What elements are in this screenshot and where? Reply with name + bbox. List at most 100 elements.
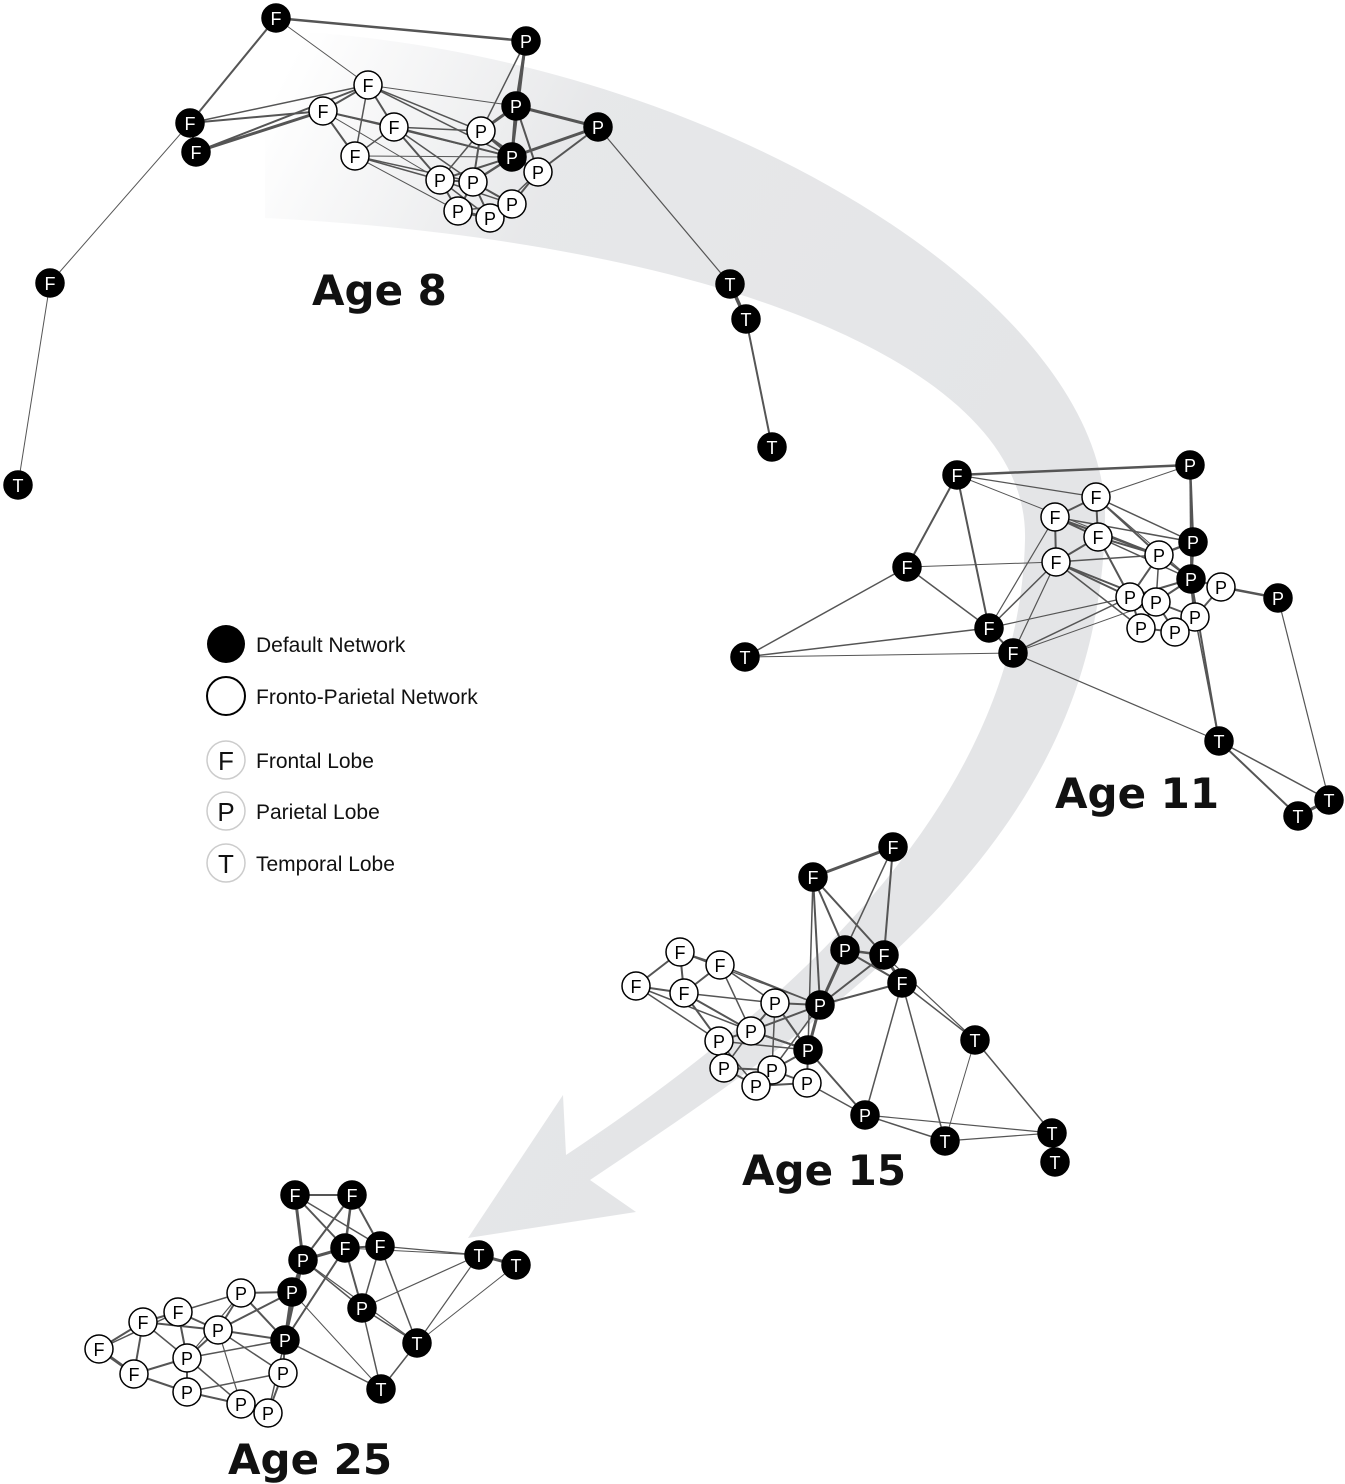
age-25-edge	[379, 1245, 418, 1344]
node-letter: P	[235, 1395, 247, 1415]
age-8-node-default-p: P	[583, 112, 613, 142]
age-11-edge	[1055, 554, 1160, 563]
node-circle	[425, 165, 455, 195]
node-letter: F	[675, 943, 686, 963]
node-circle	[757, 432, 787, 462]
age-11-edge	[956, 463, 1191, 477]
node-letter: F	[879, 946, 890, 966]
node-letter: P	[802, 1041, 814, 1061]
age-8-edge	[189, 17, 277, 124]
node-letter: P	[262, 1404, 274, 1424]
node-circle	[583, 112, 613, 142]
node-circle	[458, 167, 488, 197]
node-letter: P	[506, 148, 518, 168]
node-letter: P	[1272, 589, 1284, 609]
node-circle	[365, 1231, 395, 1261]
age-8-node-default-p: P	[497, 142, 527, 172]
age-11-edge	[1194, 616, 1220, 742]
node-circle	[172, 1343, 202, 1373]
age-11-node-fronto-parietal-p: P	[1160, 617, 1190, 647]
node-letter: F	[271, 9, 282, 29]
node-letter: P	[434, 171, 446, 191]
node-letter: P	[520, 32, 532, 52]
node-letter: P	[484, 209, 496, 229]
node-letter: P	[212, 1321, 224, 1341]
age-25-label: Age 25	[228, 1435, 392, 1484]
age-8-edge	[597, 126, 731, 285]
age-11-edge	[744, 566, 908, 658]
node-letter: T	[740, 648, 751, 668]
node-letter: F	[173, 1303, 184, 1323]
node-circle	[270, 1325, 300, 1355]
node-circle	[1160, 617, 1190, 647]
node-circle	[501, 1250, 531, 1280]
node-circle	[1040, 1147, 1070, 1177]
age-8-edge	[49, 122, 191, 284]
node-circle	[887, 968, 917, 998]
age-15-edge	[974, 1039, 1053, 1134]
age-15-edge	[718, 1040, 809, 1051]
node-letter: T	[511, 1256, 522, 1276]
node-letter: P	[286, 1283, 298, 1303]
legend-frontal-swatch	[206, 740, 246, 780]
age-25-node-default-t: T	[366, 1374, 396, 1404]
age-11-edge	[1012, 596, 1131, 654]
age-11-edge	[1012, 652, 1220, 742]
node-circle	[203, 1315, 233, 1345]
age-15-node-default-p: P	[793, 1035, 823, 1065]
node-letter: P	[801, 1074, 813, 1094]
node-letter: P	[814, 996, 826, 1016]
node-circle	[1040, 502, 1070, 532]
age-11-edge	[744, 627, 990, 658]
age-11-node-fronto-parietal-p: P	[1126, 613, 1156, 643]
node-circle	[942, 460, 972, 490]
age-25-node-default-f: F	[337, 1180, 367, 1210]
age-15-edge	[901, 982, 976, 1041]
age-15-node-default-t: T	[960, 1025, 990, 1055]
age-25-node-fronto-parietal-p: P	[253, 1398, 283, 1428]
age-25-node-fronto-parietal-p: P	[226, 1389, 256, 1419]
node-circle	[974, 613, 1004, 643]
node-letter: F	[902, 558, 913, 578]
age-8-edge	[354, 155, 459, 212]
age-8-node-default-t: T	[731, 304, 761, 334]
age-8-node-fronto-parietal-f: F	[308, 96, 338, 126]
node-circle	[379, 112, 409, 142]
node-circle	[731, 304, 761, 334]
age-25-node-default-p: P	[270, 1325, 300, 1355]
age-8-node-fronto-parietal-p: P	[466, 116, 496, 146]
node-letter: T	[474, 1246, 485, 1266]
age-25-node-default-t: T	[402, 1328, 432, 1358]
node-circle	[402, 1328, 432, 1358]
node-circle	[464, 1240, 494, 1270]
node-letter: T	[376, 1380, 387, 1400]
age-15-node-default-f: F	[887, 968, 917, 998]
age-11-node-fronto-parietal-p: P	[1141, 587, 1171, 617]
age-25-edge	[361, 1254, 480, 1309]
node-circle	[443, 196, 473, 226]
age-25-edge	[291, 1291, 382, 1390]
age-11-node-default-t: T	[1283, 801, 1313, 831]
age-15-node-fronto-parietal-p: P	[760, 988, 790, 1018]
age-8-edge	[195, 84, 369, 153]
age-8-node-default-t: T	[715, 269, 745, 299]
node-circle	[288, 1245, 318, 1275]
node-letter: T	[940, 1132, 951, 1152]
node-letter: F	[318, 102, 329, 122]
age-15-edge	[944, 1132, 1053, 1142]
age-25-edge	[284, 1339, 382, 1390]
node-circle	[621, 971, 651, 1001]
age-15-edge	[901, 982, 946, 1142]
age-11-edge	[1095, 464, 1191, 498]
age-11-edge	[988, 561, 1057, 629]
age-25-edge	[294, 1194, 381, 1247]
node-circle	[1206, 572, 1236, 602]
node-circle	[715, 269, 745, 299]
node-letter: F	[631, 977, 642, 997]
node-circle	[466, 116, 496, 146]
legend-parietal-label: Parietal Lobe	[256, 801, 380, 824]
node-letter: P	[769, 994, 781, 1014]
age-11-node-fronto-parietal-p: P	[1206, 572, 1236, 602]
age-8-node-default-p: P	[501, 91, 531, 121]
node-circle	[960, 1025, 990, 1055]
